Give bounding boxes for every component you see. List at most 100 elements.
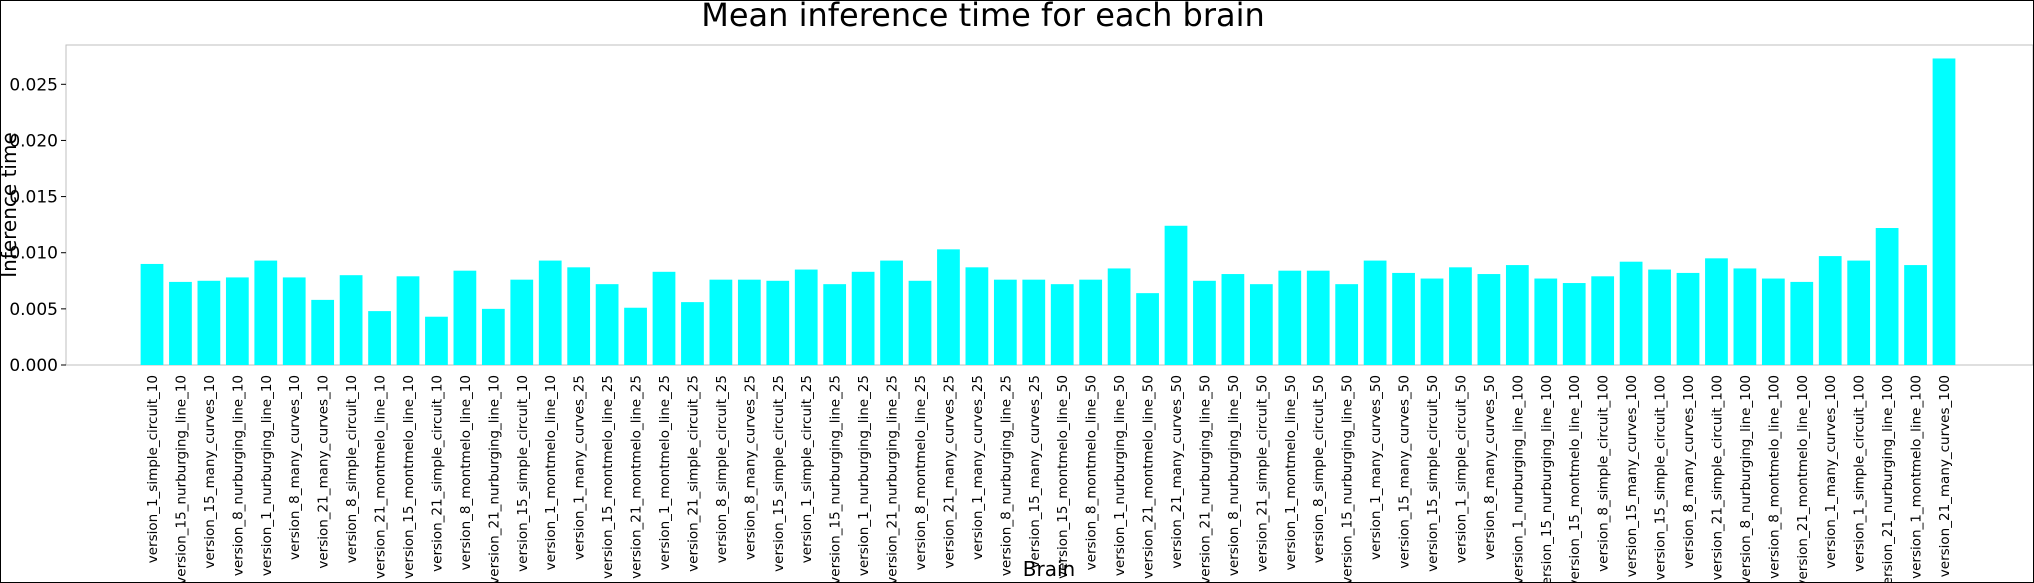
x-tick-label: version_8_simple_circuit_10	[344, 375, 360, 563]
bar	[169, 281, 192, 365]
x-tick-label: version_21_simple_circuit_10	[429, 375, 445, 572]
bar	[1676, 272, 1700, 365]
x-tick-label: version_21_montmelo_line_100	[1795, 375, 1811, 583]
x-tick-label: version_21_montmelo_line_50	[1141, 375, 1157, 579]
bar	[396, 276, 420, 365]
bar	[1193, 280, 1216, 365]
bar	[1790, 281, 1814, 365]
bar	[510, 279, 534, 365]
x-tick-label: version_15_montmelo_line_100	[1567, 375, 1583, 583]
bar	[425, 316, 448, 365]
x-tick-label: version_21_many_curves_50	[1169, 375, 1185, 569]
bar	[1278, 270, 1302, 365]
x-tick-label: version_8_nurburging_line_100	[1738, 375, 1754, 583]
bar	[1847, 260, 1871, 365]
x-tick-label: version_1_nurburging_line_25	[856, 375, 872, 576]
x-tick-label: version_15_nurburging_line_100	[1539, 375, 1555, 583]
y-tick-label: 0.010	[9, 244, 58, 264]
bar	[481, 308, 505, 365]
x-tick-label: version_15_nurburging_line_25	[828, 375, 844, 583]
x-tick-label: version_21_montmelo_line_25	[629, 375, 645, 579]
bar	[1050, 284, 1074, 365]
bar	[937, 249, 960, 365]
bar	[1022, 279, 1046, 365]
x-tick-label: version_8_montmelo_line_25	[913, 375, 929, 570]
bar	[1761, 278, 1785, 365]
bar	[1733, 268, 1757, 365]
x-tick-label: version_1_many_curves_25	[970, 375, 986, 560]
x-tick-label: version_8_many_curves_50	[1482, 375, 1498, 560]
x-tick-label: version_21_simple_circuit_100	[1709, 375, 1725, 580]
bar	[1164, 225, 1188, 365]
x-tick-label: version_21_nurburging_line_100	[1880, 375, 1896, 583]
y-tick-label: 0.005	[9, 300, 58, 320]
bar	[681, 302, 704, 365]
bar	[339, 275, 363, 365]
x-tick-label: version_8_simple_circuit_50	[1311, 375, 1327, 563]
bar	[595, 284, 619, 365]
x-tick-label: version_15_simple_circuit_50	[1425, 375, 1441, 572]
bar	[197, 280, 221, 365]
x-tick-label: version_8_simple_circuit_25	[714, 375, 730, 563]
x-tick-label: version_15_montmelo_line_50	[1055, 375, 1071, 579]
x-tick-label: version_8_many_curves_25	[742, 375, 758, 560]
bar	[1363, 260, 1387, 365]
x-tick-label: version_8_nurburging_line_10	[230, 375, 246, 576]
bar	[1562, 283, 1586, 365]
bar	[1306, 270, 1330, 365]
bar	[1875, 228, 1899, 365]
bar	[1392, 272, 1415, 365]
x-tick-label: version_15_many_curves_50	[1397, 375, 1413, 569]
bar	[1079, 279, 1103, 365]
x-tick-label: version_1_simple_circuit_50	[1453, 375, 1469, 563]
bar	[993, 279, 1017, 365]
bar	[823, 284, 847, 365]
x-tick-label: version_1_nurburging_line_100	[1510, 375, 1526, 583]
bar	[1136, 293, 1159, 365]
bar	[225, 277, 249, 365]
x-tick-label: version_21_simple_circuit_50	[1254, 375, 1270, 572]
bar	[1648, 269, 1671, 365]
bar	[737, 279, 761, 365]
bar	[1705, 258, 1728, 365]
x-tick-label: version_21_many_curves_100	[1937, 375, 1953, 577]
x-tick-label: version_1_nurburging_line_50	[1112, 375, 1128, 576]
bar	[794, 269, 818, 365]
bar	[282, 277, 306, 365]
x-tick-label: version_8_nurburging_line_50	[1226, 375, 1242, 576]
x-tick-label: version_8_nurburging_line_25	[998, 375, 1014, 576]
bar	[1534, 278, 1558, 365]
x-tick-label: version_15_simple_circuit_100	[1653, 375, 1669, 580]
x-tick-label: version_8_many_curves_100	[1681, 375, 1697, 569]
x-tick-label: version_1_montmelo_line_50	[1283, 375, 1299, 570]
x-tick-label: version_21_nurburging_line_50	[1197, 375, 1213, 583]
x-tick-label: version_15_montmelo_line_10	[401, 375, 417, 579]
x-axis: version_1_simple_circuit_10 version_15_nu…	[145, 375, 1953, 583]
x-tick-label: version_1_montmelo_line_10	[543, 375, 559, 570]
x-tick-label: version_21_montmelo_line_10	[373, 375, 389, 579]
x-tick-label: version_15_simple_circuit_25	[771, 375, 787, 572]
bar	[1249, 284, 1273, 365]
bar	[1591, 276, 1615, 365]
x-tick-label: version_1_many_curves_50	[1368, 375, 1384, 560]
y-axis: 0.000 0.005 0.010 0.015 0.020 0.025	[9, 75, 66, 376]
x-tick-label: version_21_many_curves_10	[316, 375, 332, 569]
bar	[1335, 284, 1359, 365]
x-tick-label: version_1_simple_circuit_25	[799, 375, 815, 563]
x-tick-label: version_8_montmelo_line_50	[1084, 375, 1100, 570]
bar	[538, 260, 562, 365]
x-tick-label: version_1_montmelo_line_100	[1909, 375, 1925, 579]
bar	[453, 270, 477, 365]
y-tick-label: 0.025	[9, 75, 58, 95]
bar	[254, 260, 278, 365]
bar	[1107, 268, 1131, 365]
bar	[1449, 267, 1472, 365]
x-tick-label: version_15_many_curves_100	[1624, 375, 1640, 577]
bar	[766, 280, 790, 365]
x-tick-label: version_21_nurburging_line_10	[486, 375, 502, 583]
x-tick-label: version_8_montmelo_line_10	[458, 375, 474, 570]
x-tick-label: version_1_many_curves_25	[572, 375, 588, 560]
x-tick-label: version_1_montmelo_line_25	[657, 375, 673, 570]
bar	[311, 299, 335, 365]
